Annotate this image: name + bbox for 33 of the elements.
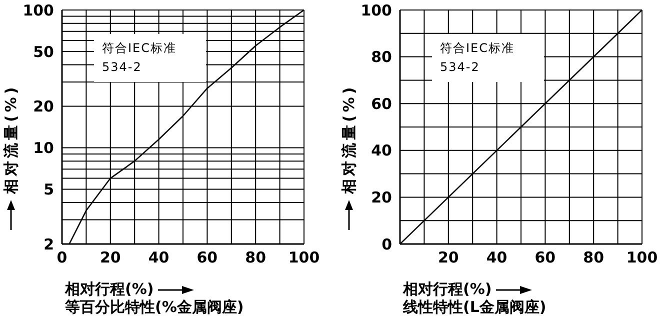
- x-tick-label: 20: [438, 248, 459, 267]
- x-tick-label: 40: [486, 248, 508, 267]
- y-tick-label: 50: [33, 42, 54, 61]
- x-tick-label: 20: [100, 248, 121, 267]
- y-tick-label: 0: [382, 235, 392, 254]
- y-tick-label: 10: [33, 139, 54, 158]
- y-tick-label: 20: [371, 188, 392, 207]
- y-tick-label: 100: [22, 1, 54, 20]
- x-axis-title: 相对行程(%): [65, 280, 155, 298]
- x-tick-label: 60: [534, 248, 556, 267]
- y-axis-title: 相对流量(%): [2, 84, 20, 195]
- y-tick-label: 20: [33, 98, 54, 116]
- y-axis-title: 相对流量(%): [340, 84, 358, 195]
- text: 等百分比特性(%金属阀座): [65, 298, 244, 316]
- x-tick-label: 60: [196, 248, 218, 267]
- x-tick-label: 100: [288, 248, 320, 267]
- annotation: 534-2: [440, 59, 481, 76]
- text: 线性特性(L金属阀座): [403, 298, 546, 316]
- x-tick-label: 100: [626, 248, 658, 267]
- x-tick-label: 40: [148, 248, 170, 267]
- x-axis-title: 相对行程(%): [403, 280, 493, 298]
- annotation: 534-2: [102, 59, 143, 76]
- y-tick-label: 80: [371, 48, 392, 66]
- x-tick-label: 0: [56, 248, 68, 267]
- y-tick-label: 5: [44, 180, 54, 199]
- annotation: 符合IEC标准: [102, 40, 178, 57]
- y-tick-label: 100: [360, 1, 392, 20]
- annotation: 符合IEC标准: [440, 40, 516, 57]
- x-tick-label: 80: [583, 248, 604, 267]
- x-tick-label: 80: [245, 248, 266, 267]
- y-tick-label: 60: [371, 94, 392, 113]
- y-tick-label: 40: [371, 142, 392, 160]
- y-tick-label: 2: [44, 235, 54, 254]
